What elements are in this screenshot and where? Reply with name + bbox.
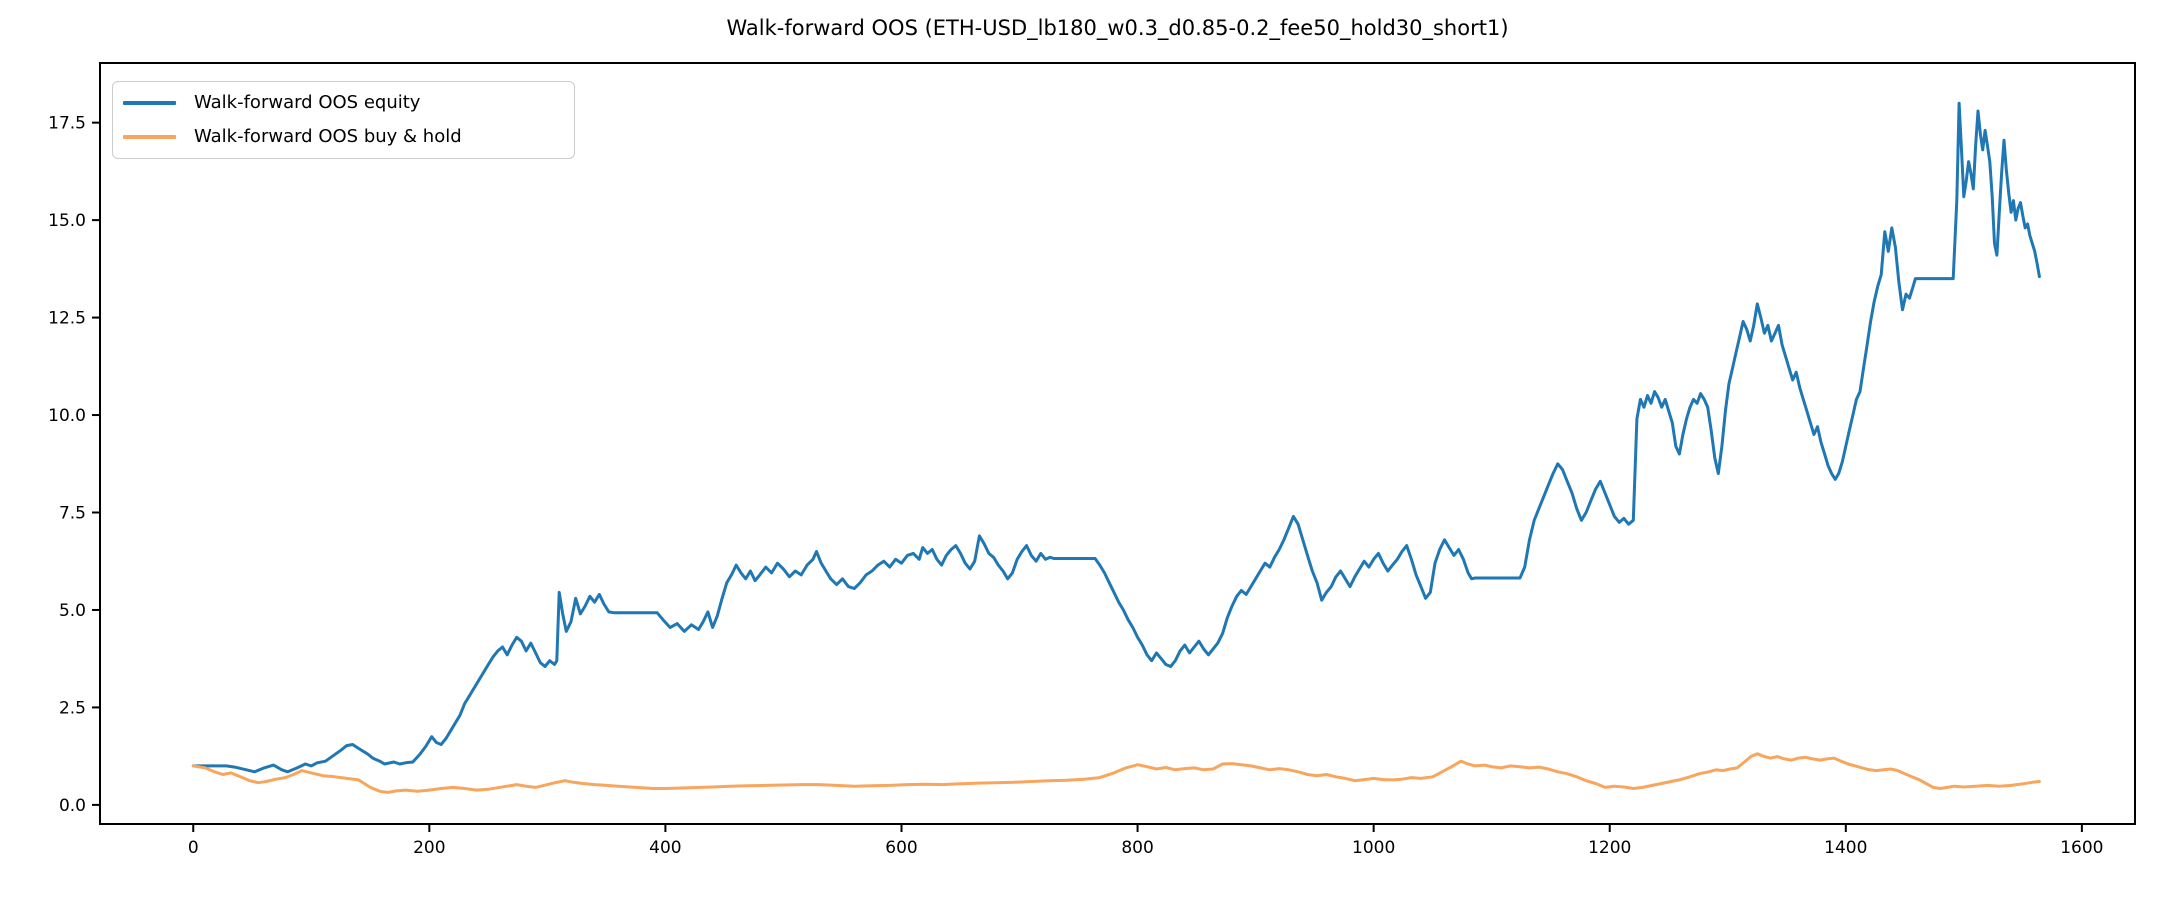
legend-entry-equity: Walk-forward OOS equity bbox=[123, 86, 564, 120]
x-tick-label: 1000 bbox=[1352, 838, 1395, 858]
y-tick-label: 12.5 bbox=[48, 309, 86, 329]
legend-label-buyhold: Walk-forward OOS buy & hold bbox=[194, 126, 462, 147]
y-tick-label: 2.5 bbox=[59, 698, 86, 718]
buyhold-line-swatch bbox=[123, 135, 176, 139]
x-tick-label: 200 bbox=[413, 838, 445, 858]
legend-label-equity: Walk-forward OOS equity bbox=[194, 92, 421, 113]
axes-spines bbox=[99, 62, 2136, 825]
x-tick-label: 1400 bbox=[1824, 838, 1867, 858]
x-tick-label: 1200 bbox=[1588, 838, 1631, 858]
x-tick-label: 800 bbox=[1121, 838, 1153, 858]
series-line-1 bbox=[191, 752, 2041, 794]
chart-title: Walk-forward OOS (ETH-USD_lb180_w0.3_d0.… bbox=[726, 16, 1509, 40]
y-tick-label: 5.0 bbox=[59, 601, 86, 621]
legend-entry-buyhold: Walk-forward OOS buy & hold bbox=[123, 120, 564, 154]
series-line-0 bbox=[191, 101, 2041, 774]
x-tick-label: 1600 bbox=[2060, 838, 2103, 858]
y-tick-label: 15.0 bbox=[48, 211, 86, 231]
y-tick-label: 0.0 bbox=[59, 796, 86, 816]
equity-line-swatch bbox=[123, 101, 176, 105]
y-tick-label: 10.0 bbox=[48, 406, 86, 426]
x-tick-label: 400 bbox=[649, 838, 681, 858]
x-tick-label: 600 bbox=[885, 838, 917, 858]
y-tick-label: 17.5 bbox=[48, 114, 86, 134]
x-tick-label: 0 bbox=[188, 838, 199, 858]
y-tick-label: 7.5 bbox=[59, 504, 86, 524]
legend: Walk-forward OOS equity Walk-forward OOS… bbox=[112, 81, 575, 159]
